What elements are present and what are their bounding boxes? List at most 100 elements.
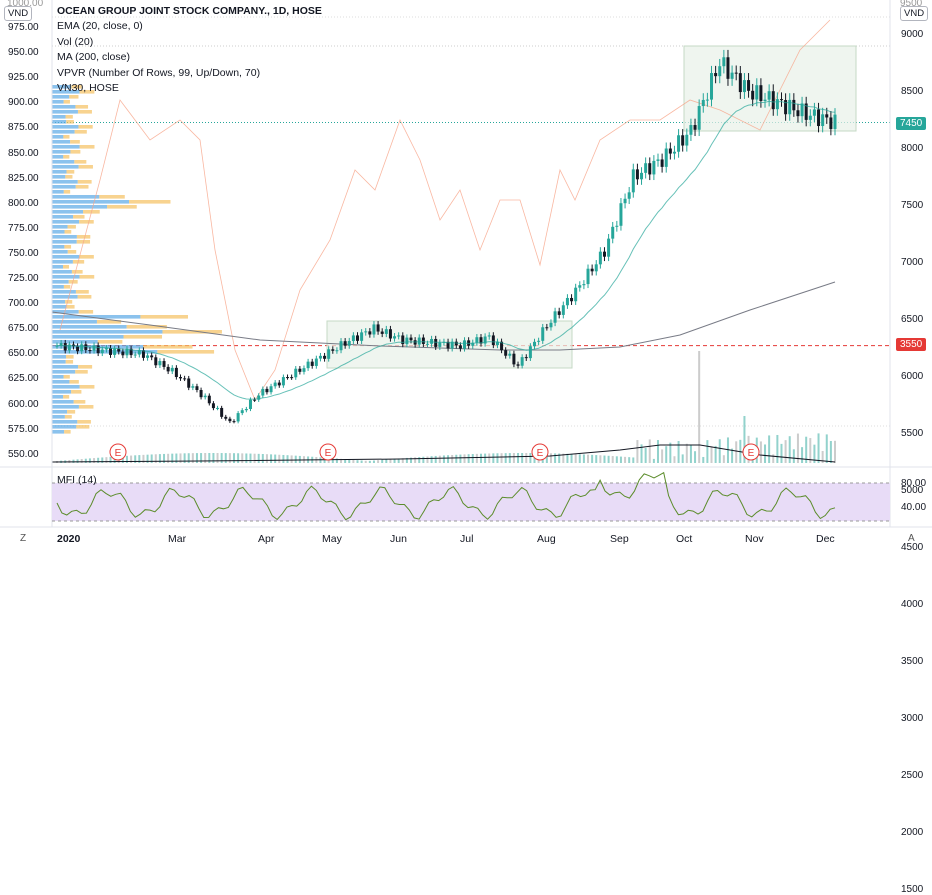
currency-label-right[interactable]: VND	[900, 6, 929, 21]
candle-body	[598, 251, 602, 265]
volume-bar	[636, 440, 639, 463]
candle-body	[269, 386, 273, 393]
left-axis-tick: 950.00	[8, 47, 39, 59]
vpvr-bar	[52, 340, 98, 344]
volume-bar	[731, 448, 734, 463]
volume-bar	[187, 453, 190, 463]
candle-body	[96, 345, 100, 354]
volume-bar	[93, 458, 96, 463]
vpvr-bar	[52, 220, 80, 224]
candle-body	[129, 348, 133, 356]
candle-body	[355, 335, 359, 341]
candle-body	[351, 335, 355, 342]
volume-bar	[154, 454, 157, 463]
time-axis-tick: Nov	[745, 533, 764, 545]
candle-body	[331, 349, 335, 351]
vpvr-bar	[52, 85, 72, 89]
volume-bar	[796, 433, 799, 463]
candle-body	[174, 367, 178, 378]
vpvr-bar	[74, 130, 87, 134]
time-axis-tick: Aug	[537, 533, 556, 545]
vpvr-bar	[143, 345, 193, 349]
candle-body	[446, 341, 450, 349]
volume-bar	[685, 443, 688, 463]
volume-bar	[331, 458, 334, 463]
candle-body	[705, 99, 709, 101]
candle-body	[347, 341, 351, 346]
candle-body	[376, 324, 380, 332]
candle-body	[141, 350, 145, 358]
vpvr-bar	[52, 145, 80, 149]
vpvr-bar	[52, 240, 77, 244]
volume-bar	[410, 457, 413, 463]
volume-bar	[615, 456, 618, 463]
volume-bar	[451, 454, 454, 463]
time-axis-tick: Apr	[258, 533, 275, 545]
left-axis-tick: 875.00	[8, 122, 39, 134]
volume-bar	[496, 453, 499, 463]
zoom-button[interactable]: Z	[20, 533, 27, 544]
candle-body	[121, 351, 125, 356]
candle-body	[479, 337, 483, 344]
earnings-marker[interactable]: E	[742, 443, 760, 461]
candle-body	[59, 343, 63, 346]
currency-label-left[interactable]: VND	[4, 6, 33, 21]
legend-vol: Vol (20)	[57, 35, 94, 48]
volume-bar	[656, 440, 659, 463]
auto-scale-button[interactable]: A	[908, 533, 915, 544]
vpvr-bar	[65, 300, 73, 304]
candle-body	[281, 377, 285, 386]
vpvr-bar	[126, 325, 167, 329]
volume-bar	[492, 453, 495, 463]
volume-bar	[249, 453, 252, 463]
candle-body	[273, 382, 277, 387]
volume-bar	[759, 441, 762, 463]
earnings-marker[interactable]: E	[319, 443, 337, 461]
vpvr-bar	[52, 140, 71, 144]
candle-body	[808, 115, 812, 120]
volume-bar	[150, 454, 153, 463]
last-price-tag: 7450	[896, 117, 927, 130]
candle-body	[788, 99, 792, 115]
vpvr-bar	[76, 235, 91, 239]
vpvr-bar	[70, 140, 80, 144]
volume-bar	[191, 453, 194, 463]
vpvr-bar	[66, 120, 74, 124]
volume-bar	[372, 460, 375, 463]
earnings-marker[interactable]: E	[531, 443, 549, 461]
candle-body	[602, 251, 606, 257]
candle-body	[228, 418, 232, 422]
candle-body	[767, 91, 771, 100]
vpvr-bar	[66, 170, 75, 174]
vpvr-bar	[63, 135, 70, 139]
volume-bar	[72, 459, 75, 463]
left-axis-tick: 800.00	[8, 197, 39, 209]
earnings-marker[interactable]: E	[109, 443, 127, 461]
vpvr-bar	[52, 150, 71, 154]
candle-body	[405, 337, 409, 345]
volume-bar	[545, 453, 548, 463]
volume-bar	[109, 456, 112, 463]
volume-bar	[348, 459, 351, 463]
vpvr-bar	[162, 330, 222, 334]
volume-bar	[768, 435, 771, 463]
candle-body	[557, 311, 561, 315]
vpvr-bar	[52, 245, 65, 249]
candle-body	[594, 264, 598, 272]
candle-body	[640, 172, 644, 180]
volume-bar	[175, 453, 178, 463]
vpvr-bar	[63, 100, 70, 104]
volume-bar	[792, 449, 795, 463]
right-axis-tick: 3500	[901, 656, 924, 667]
vpvr-bar	[52, 430, 65, 434]
volume-bar	[389, 459, 392, 463]
vpvr-bar	[52, 305, 67, 309]
volume-bar	[788, 436, 791, 463]
vpvr-bar	[66, 355, 74, 359]
volume-bar	[385, 459, 388, 463]
volume-bar	[204, 453, 207, 463]
legend-vpvr: VPVR (Number Of Rows, 99, Up/Down, 70)	[57, 66, 261, 79]
candle-body	[162, 361, 166, 367]
